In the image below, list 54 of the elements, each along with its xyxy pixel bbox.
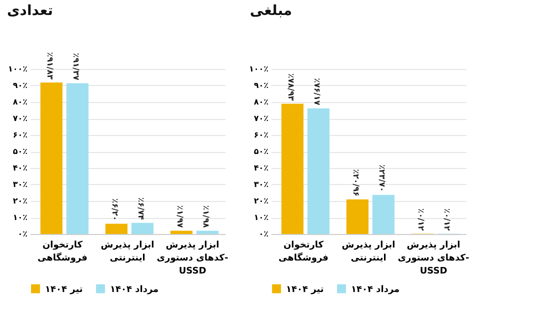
bar (40, 82, 62, 234)
y-tick-label: ۸۰٪ (12, 98, 28, 106)
bar (196, 230, 218, 234)
bar (372, 194, 394, 234)
data-label: ٪۹۱/۳۷ (72, 52, 80, 80)
bar (131, 222, 154, 234)
bar (346, 199, 368, 234)
data-label: ٪۶/۲۰ (110, 198, 120, 221)
legend-label: مرداد ۱۴۰۴ (110, 284, 159, 295)
legend-label: مرداد ۱۴۰۴ (351, 284, 400, 295)
x-tick-label: ابزار پذیرش اینترنتی (342, 240, 396, 264)
legend-label: تیر ۱۴۰۴ (45, 284, 83, 295)
y-tick-label: ۵۰٪ (12, 147, 28, 156)
y-tick-label: ۵۰٪ (254, 147, 269, 156)
y-tick-label: ۰٪ (258, 230, 269, 238)
y-tick-label: ۲۰٪ (12, 196, 28, 206)
y-tick-label: ۱۰٪ (254, 213, 269, 222)
y-tick-label: ۴۰٪ (12, 164, 28, 172)
bar (105, 224, 128, 234)
chart-title: مبلغی (250, 3, 292, 19)
y-tick-label: ۶۰٪ (12, 130, 28, 140)
data-label: ٪۷۶/۱۷ (312, 78, 322, 106)
bar (170, 230, 192, 234)
x-tick-label: کارتخوان فروشگاهی (278, 240, 329, 264)
y-tick-label: ۹۰٪ (12, 81, 28, 90)
x-tick-label: کارتخوان فروشگاهی (38, 240, 88, 264)
data-label: ٪۱/۹۸ (202, 205, 210, 228)
data-label: ٪۲۰/۹۶ (352, 169, 360, 197)
x-tick-label: ابزار پذیرش اینترنتی (100, 240, 154, 264)
data-label: ٪۰/۱۲ (442, 208, 452, 231)
y-tick-label: ۲۰٪ (254, 196, 269, 206)
y-tick-label: ۷۰٪ (12, 114, 28, 123)
y-tick-label: ۳۰٪ (254, 180, 269, 189)
y-tick-label: ۱۰۰٪ (8, 64, 28, 74)
data-label: ٪۷۸/۹۳ (286, 73, 296, 101)
y-tick-label: ۸۰٪ (254, 98, 269, 106)
data-label: ٪۲۳/۷۰ (378, 164, 386, 192)
y-tick-label: ۰٪ (18, 230, 28, 238)
y-tick-label: ۴۰٪ (254, 164, 269, 172)
y-tick-label: ۱۰۰٪ (248, 64, 269, 74)
data-label: ٪۶/۷۴ (136, 197, 146, 220)
y-tick-label: ۷۰٪ (254, 114, 269, 123)
y-tick-label: ۹۰٪ (254, 81, 269, 90)
y-tick-label: ۱۰٪ (12, 213, 28, 222)
y-tick-label: ۶۰٪ (254, 130, 269, 140)
bar (281, 104, 304, 234)
data-label: ٪۰/۱۲ (416, 208, 426, 231)
data-label: ٪۹۱/۸۳ (46, 52, 54, 80)
data-label: ٪۱/۹۷ (176, 205, 184, 228)
bar (307, 108, 330, 234)
legend-label: تیر ۱۴۰۴ (286, 284, 324, 295)
y-tick-label: ۳۰٪ (12, 180, 28, 189)
bar (66, 83, 88, 234)
chart-title: تعدادی (6, 3, 54, 19)
